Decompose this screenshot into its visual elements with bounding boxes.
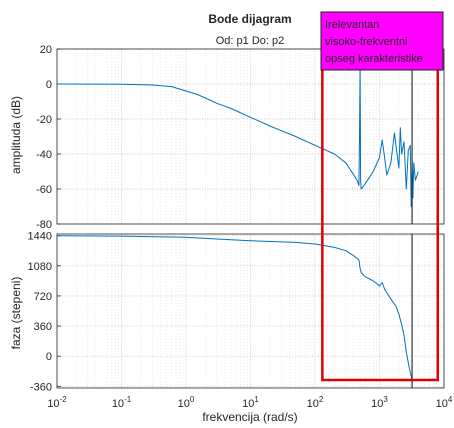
data-line bbox=[56, 235, 413, 380]
x-tick-label: 10-2 bbox=[47, 395, 67, 410]
y-axis-label-magnitude: amplituda (dB) bbox=[9, 96, 23, 174]
y-tick-label: 720 bbox=[34, 291, 52, 303]
x-tick-label: 103 bbox=[371, 395, 388, 410]
chart-subtitle: Od: p1 Do: p2 bbox=[216, 35, 285, 47]
axes-frame bbox=[56, 233, 445, 389]
y-tick-label: 0 bbox=[46, 79, 52, 91]
y-tick-label: 0 bbox=[46, 351, 52, 363]
y-tick-label: 20 bbox=[40, 44, 52, 56]
data-line bbox=[56, 62, 419, 207]
axes-frame bbox=[56, 48, 445, 225]
y-axis-label-phase: faza (stepeni) bbox=[9, 277, 23, 350]
x-tick-labels: 10-2 10-1 100 101 102 103 104 bbox=[47, 395, 453, 410]
x-axis-label: frekvencija (rad/s) bbox=[202, 410, 297, 424]
annotation-line-1: Irelevantan bbox=[325, 19, 379, 31]
x-tick-label: 10-1 bbox=[112, 395, 132, 410]
y-tick-label: 1440 bbox=[28, 231, 52, 243]
y-tick-label: -360 bbox=[30, 381, 52, 393]
magnitude-axes: 20 0 -20 -40 -60 -80 bbox=[36, 44, 445, 231]
y-tick-label: -20 bbox=[36, 114, 52, 126]
y-tick-label: 1080 bbox=[28, 261, 52, 273]
x-tick-label: 101 bbox=[242, 395, 259, 410]
chart-title: Bode dijagram bbox=[208, 12, 291, 26]
y-tick-label: -80 bbox=[36, 219, 52, 231]
x-tick-label: 100 bbox=[178, 395, 195, 410]
y-tick-label: -60 bbox=[36, 184, 52, 196]
annotation-line-2: visoko-frekventni bbox=[325, 36, 408, 48]
y-tick-label: 360 bbox=[34, 321, 52, 333]
annotation-line-3: opseg karakteristike bbox=[325, 53, 423, 65]
annotation-box: Irelevantan visoko-frekventni opseg kara… bbox=[320, 11, 444, 71]
x-tick-label: 102 bbox=[307, 395, 324, 410]
phase-axes: 1440 1080 720 360 0 -360 bbox=[28, 231, 445, 393]
y-tick-label: -40 bbox=[36, 149, 52, 161]
x-tick-label: 104 bbox=[436, 395, 453, 410]
